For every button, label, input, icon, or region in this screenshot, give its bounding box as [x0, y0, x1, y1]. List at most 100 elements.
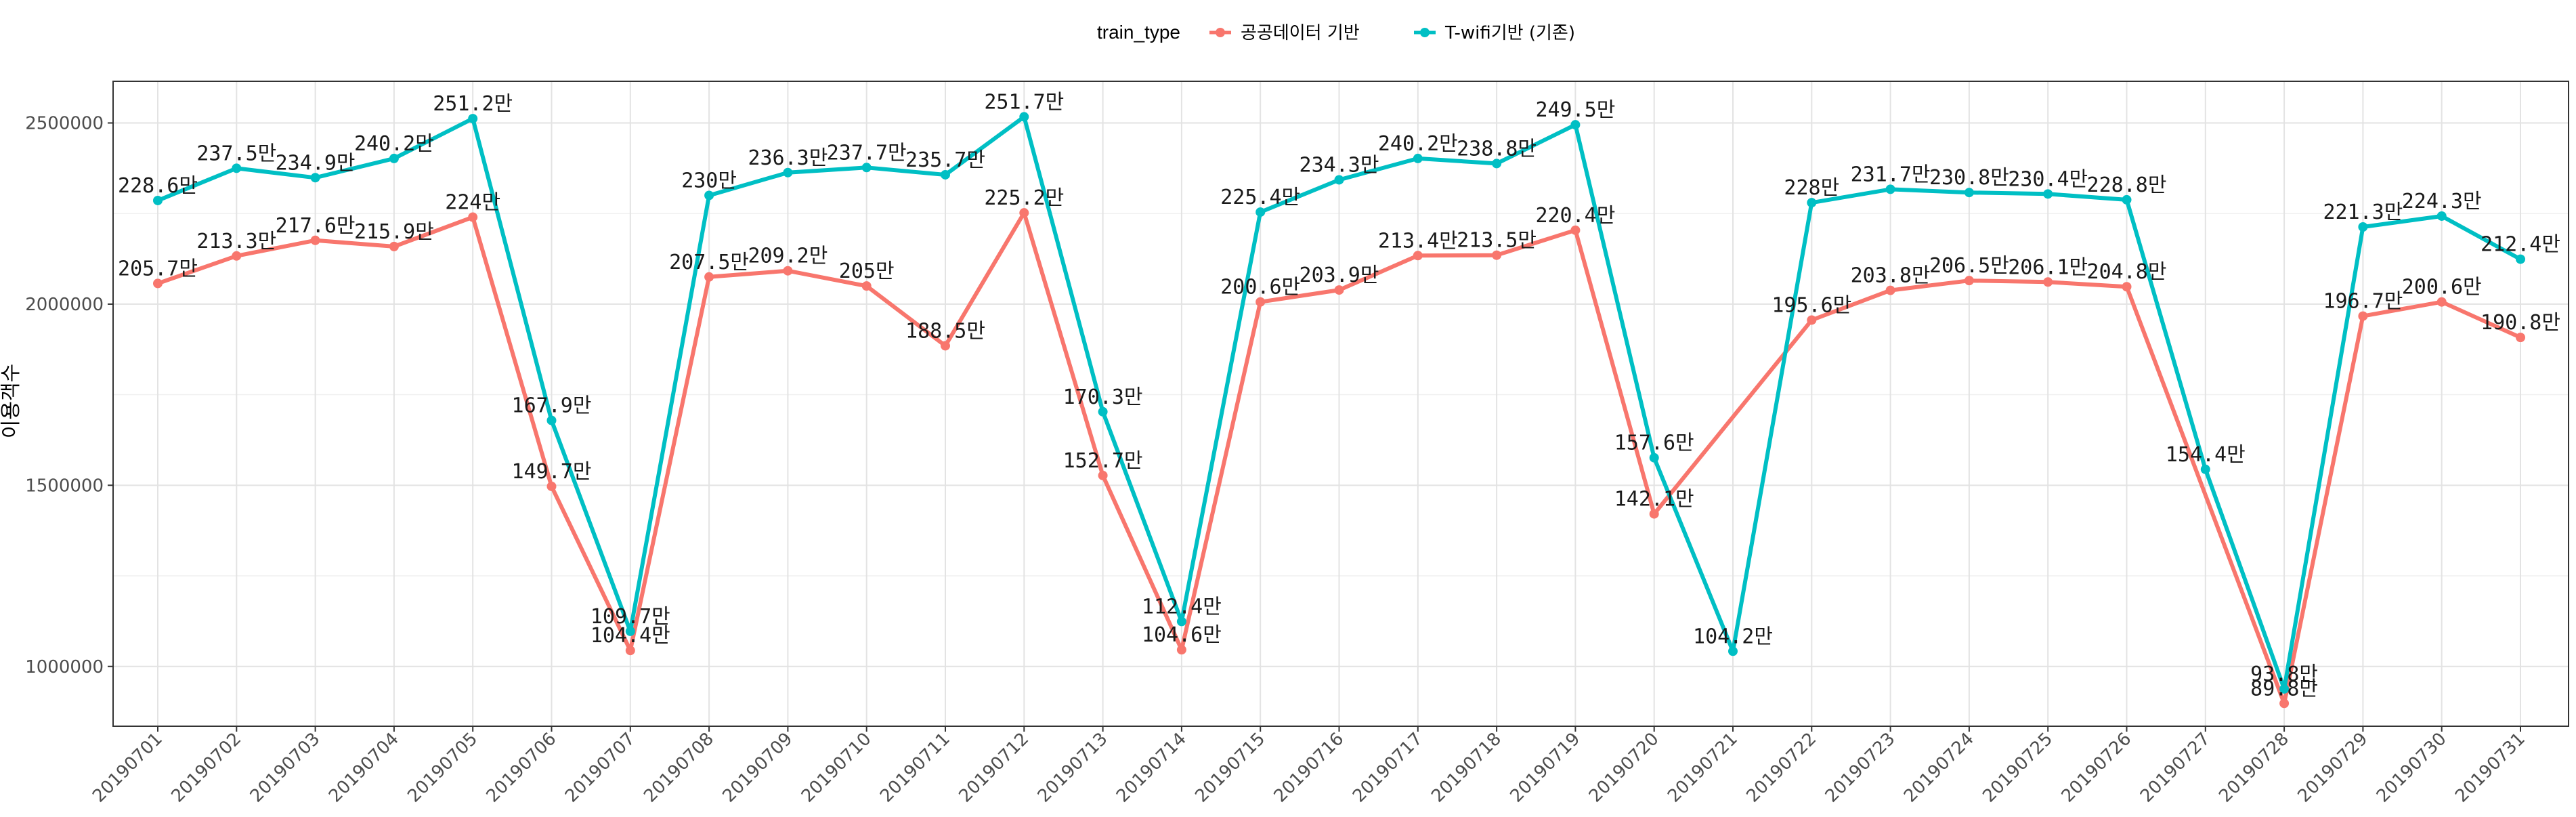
- data-point: [2279, 684, 2290, 694]
- data-point: [941, 169, 950, 180]
- data-point: [1649, 509, 1659, 519]
- data-point: [2122, 282, 2132, 292]
- data-point: [1570, 120, 1581, 130]
- x-tick-label: 20190716: [1270, 729, 1348, 807]
- data-point: [1964, 276, 1974, 286]
- data-label: 212.4만: [2481, 233, 2560, 257]
- legend: train_type 공공데이터 기반 T-wifi기반 (기존): [1097, 22, 1575, 43]
- data-label: 205만: [839, 259, 895, 283]
- x-tick-label: 20190709: [719, 729, 797, 807]
- legend-key-point-2: [1420, 28, 1430, 37]
- data-point: [1807, 198, 1817, 208]
- data-point: [704, 190, 714, 201]
- data-point: [1570, 225, 1581, 235]
- data-point: [389, 153, 399, 163]
- data-label: 234.3만: [1300, 153, 1379, 177]
- data-label: 221.3만: [2323, 201, 2403, 224]
- data-point: [310, 235, 320, 245]
- data-label: 251.7만: [984, 90, 1064, 114]
- data-point: [1334, 175, 1344, 185]
- data-point: [1885, 184, 1895, 194]
- x-tick-label: 20190724: [1900, 729, 1978, 807]
- y-axis: 1000000 1500000 2000000 2500000: [25, 114, 113, 677]
- data-label: 237.5만: [196, 142, 276, 165]
- data-label: 203.9만: [1300, 264, 1379, 287]
- x-tick-label: 20190729: [2294, 729, 2372, 807]
- data-point: [2122, 194, 2132, 205]
- data-label: 231.7만: [1851, 163, 1931, 186]
- x-tick-label: 20190711: [876, 729, 954, 807]
- data-label: 230만: [681, 169, 737, 192]
- x-tick-label: 20190703: [246, 729, 324, 807]
- data-label: 149.7만: [512, 460, 592, 484]
- data-label: 213.5만: [1457, 229, 1537, 253]
- data-label: 228.6만: [118, 174, 198, 198]
- data-label: 152.7만: [1063, 449, 1143, 473]
- data-label: 225.4만: [1220, 186, 1300, 209]
- x-tick-label: 20190718: [1427, 729, 1505, 807]
- series-layer: [153, 112, 2525, 709]
- data-point: [625, 646, 635, 656]
- data-label: 236.3만: [748, 146, 828, 170]
- data-point: [389, 241, 399, 251]
- legend-label-1: 공공데이터 기반: [1241, 23, 1360, 43]
- data-label: 228만: [1784, 176, 1839, 200]
- data-point: [468, 212, 478, 222]
- data-point: [1255, 297, 1266, 307]
- grid-minor: [113, 213, 2569, 577]
- data-label: 204.8만: [2087, 260, 2167, 284]
- data-label: 217.6만: [276, 214, 356, 238]
- data-label: 109.7만: [591, 605, 670, 629]
- data-label: 224.3만: [2402, 190, 2482, 213]
- data-point: [232, 251, 242, 261]
- x-tick-label: 20190720: [1585, 729, 1663, 807]
- data-label: 209.2만: [748, 245, 828, 268]
- legend-label-2: T-wifi기반 (기존): [1444, 23, 1575, 43]
- data-label: 170.3만: [1063, 385, 1143, 409]
- data-label: 93.8만: [2250, 663, 2318, 686]
- x-tick-label: 20190728: [2215, 729, 2293, 807]
- data-point: [861, 281, 872, 291]
- data-label: 237.7만: [827, 141, 907, 165]
- x-tick-label: 20190702: [167, 729, 245, 807]
- y-tick-label: 2000000: [25, 295, 104, 315]
- data-point: [1334, 285, 1344, 295]
- data-label: 157.6만: [1614, 432, 1694, 455]
- data-point: [1255, 207, 1266, 217]
- data-label: 104.4만: [591, 624, 670, 648]
- y-tick-label: 1000000: [25, 657, 104, 677]
- y-tick-label: 1500000: [25, 476, 104, 496]
- data-point: [310, 173, 320, 183]
- data-label: 200.6만: [2402, 276, 2482, 299]
- x-tick-label: 20190713: [1034, 729, 1112, 807]
- data-point: [1019, 208, 1029, 218]
- data-label: 215.9만: [354, 220, 434, 244]
- data-point: [1098, 406, 1108, 417]
- x-tick-label: 20190727: [2137, 729, 2214, 807]
- data-label: 167.9만: [512, 394, 592, 418]
- x-tick-label: 20190704: [325, 729, 403, 807]
- data-point: [2043, 189, 2053, 199]
- data-label: 225.2만: [984, 186, 1064, 210]
- data-label: 228.8만: [2087, 173, 2167, 197]
- data-point: [2516, 333, 2525, 343]
- x-tick-label: 20190701: [89, 729, 167, 807]
- data-label: 220.4만: [1535, 204, 1615, 228]
- x-tick-label: 20190726: [2058, 729, 2136, 807]
- data-label: 206.5만: [1929, 254, 2009, 278]
- data-point: [1885, 285, 1895, 295]
- data-label: 154.4만: [2166, 443, 2246, 467]
- data-point: [1492, 250, 1502, 260]
- data-point: [2358, 222, 2368, 232]
- data-label: 205.7만: [118, 257, 198, 280]
- data-label: 142.1만: [1614, 488, 1694, 511]
- data-label: 200.6만: [1220, 276, 1300, 299]
- data-label: 104.2만: [1693, 625, 1773, 648]
- data-point: [1492, 159, 1502, 169]
- data-label: 213.3만: [196, 230, 276, 253]
- data-point: [2279, 698, 2290, 709]
- data-point: [625, 626, 635, 636]
- data-point: [1176, 645, 1186, 655]
- x-tick-label: 20190707: [561, 729, 639, 807]
